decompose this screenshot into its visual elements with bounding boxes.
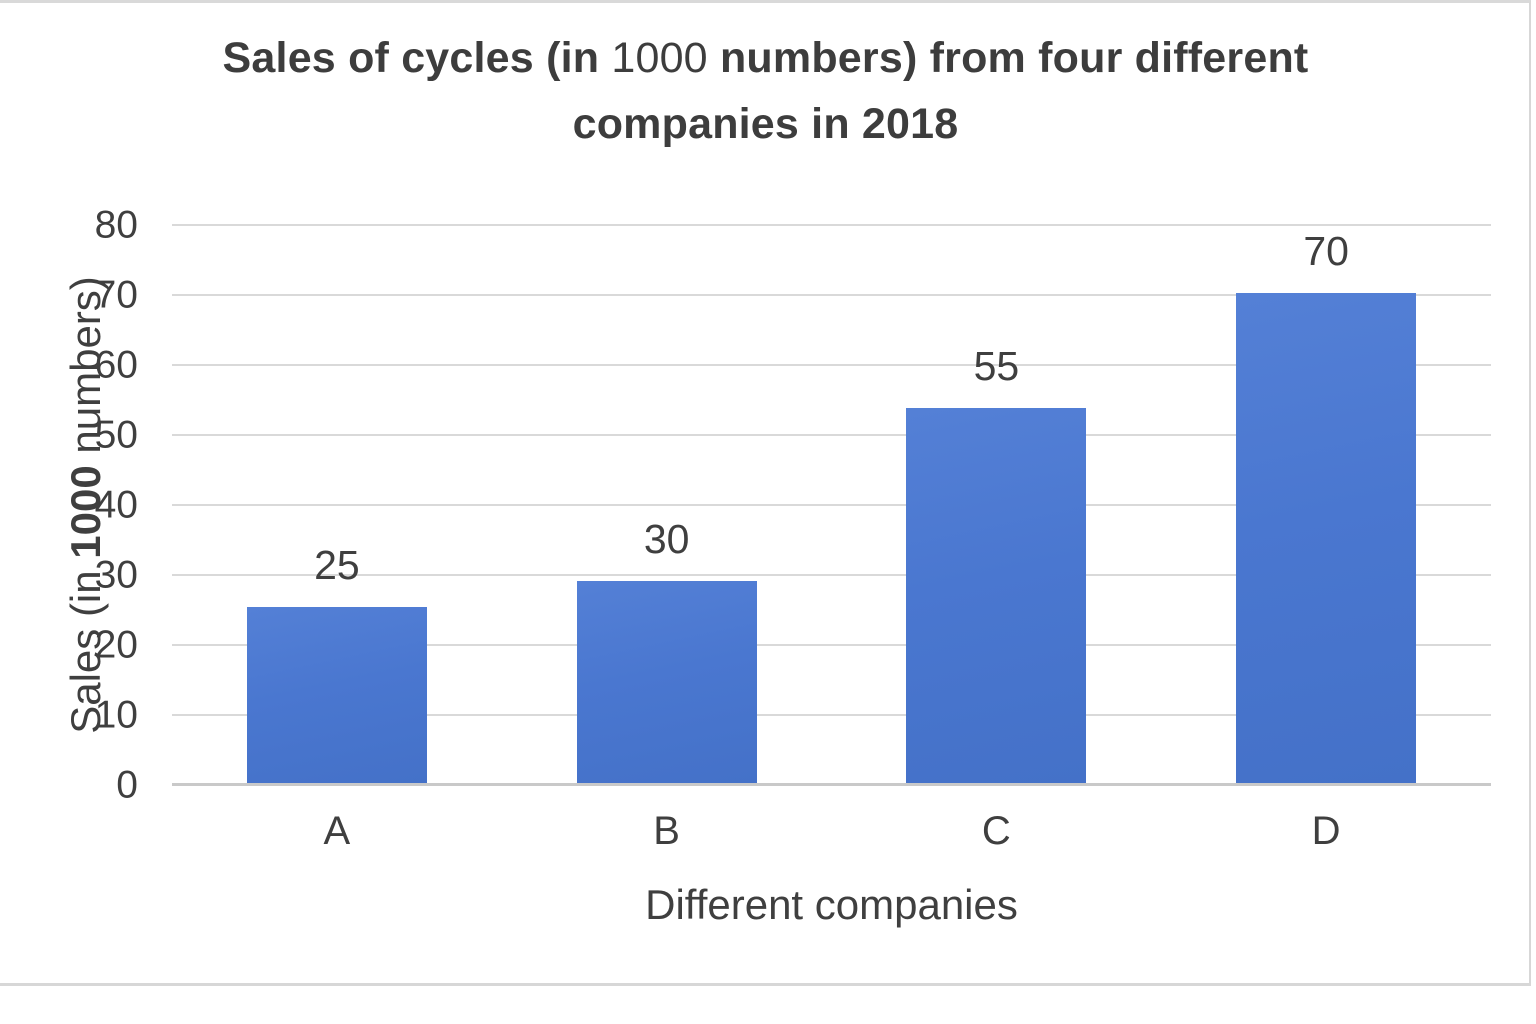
chart-title-line: Sales of cycles (in 1000 numbers) from f… (0, 25, 1531, 91)
bar-A (246, 607, 427, 785)
y-tick-label: 20 (94, 623, 138, 667)
x-category-label-D: D (1311, 809, 1341, 853)
bar-slot: 70 (1161, 225, 1491, 785)
gridline (172, 434, 1491, 436)
y-tick-label: 40 (94, 483, 138, 527)
gridline (172, 714, 1491, 716)
y-tick-label: 50 (94, 413, 138, 457)
y-tick-label: 0 (116, 763, 138, 807)
gridline (172, 504, 1491, 506)
bar-C (906, 407, 1087, 785)
y-tick-label: 60 (94, 343, 138, 387)
gridline (172, 364, 1491, 366)
y-tick-label: 70 (94, 273, 138, 317)
bar-slot: 25 (172, 225, 502, 785)
x-axis-title: Different companies (645, 881, 1018, 928)
y-tick-label: 10 (94, 693, 138, 737)
chart-title-text: numbers) from four different (707, 34, 1309, 82)
bar-slot: 55 (832, 225, 1162, 785)
bar-value-label: 30 (643, 516, 690, 563)
bar-value-label: 55 (973, 342, 1020, 389)
y-tick-label: 80 (94, 203, 138, 247)
chart-title-text: companies in 2018 (572, 100, 959, 148)
x-category-label-A: A (323, 809, 351, 853)
y-axis-title-text: numbers) (62, 276, 109, 466)
bar-D (1236, 292, 1417, 785)
x-category-label-B: B (653, 809, 680, 853)
y-tick-label: 30 (94, 553, 138, 597)
y-axis-title: Sales (in 1000 numbers) (62, 276, 110, 734)
chart-frame: Sales of cycles (in 1000 numbers) from f… (0, 0, 1531, 986)
chart-title-line: companies in 2018 (0, 91, 1531, 157)
bar-slot: 30 (502, 225, 832, 785)
y-axis-title-text: Sales (in (62, 558, 109, 734)
y-axis-tick-labels: 0 10 20 30 40 50 60 70 80 (0, 206, 140, 805)
plot-area: 25 30 55 70 (172, 224, 1491, 786)
x-category-label-C: C (981, 809, 1011, 853)
y-axis-title-text: 1000 (62, 465, 109, 559)
x-axis-line (172, 783, 1491, 786)
x-axis-category-labels: A B C D (172, 809, 1491, 859)
bar-value-label: 25 (314, 542, 360, 589)
gridline (172, 574, 1491, 576)
gridline (172, 294, 1491, 296)
gridline (172, 224, 1491, 226)
bar-B (576, 581, 757, 785)
bar-value-label: 70 (1303, 227, 1349, 274)
gridline (172, 644, 1491, 646)
chart-title: Sales of cycles (in 1000 numbers) from f… (0, 25, 1531, 157)
chart-title-text: 1000 (611, 34, 708, 82)
chart-title-text: Sales of cycles (in (222, 34, 612, 82)
